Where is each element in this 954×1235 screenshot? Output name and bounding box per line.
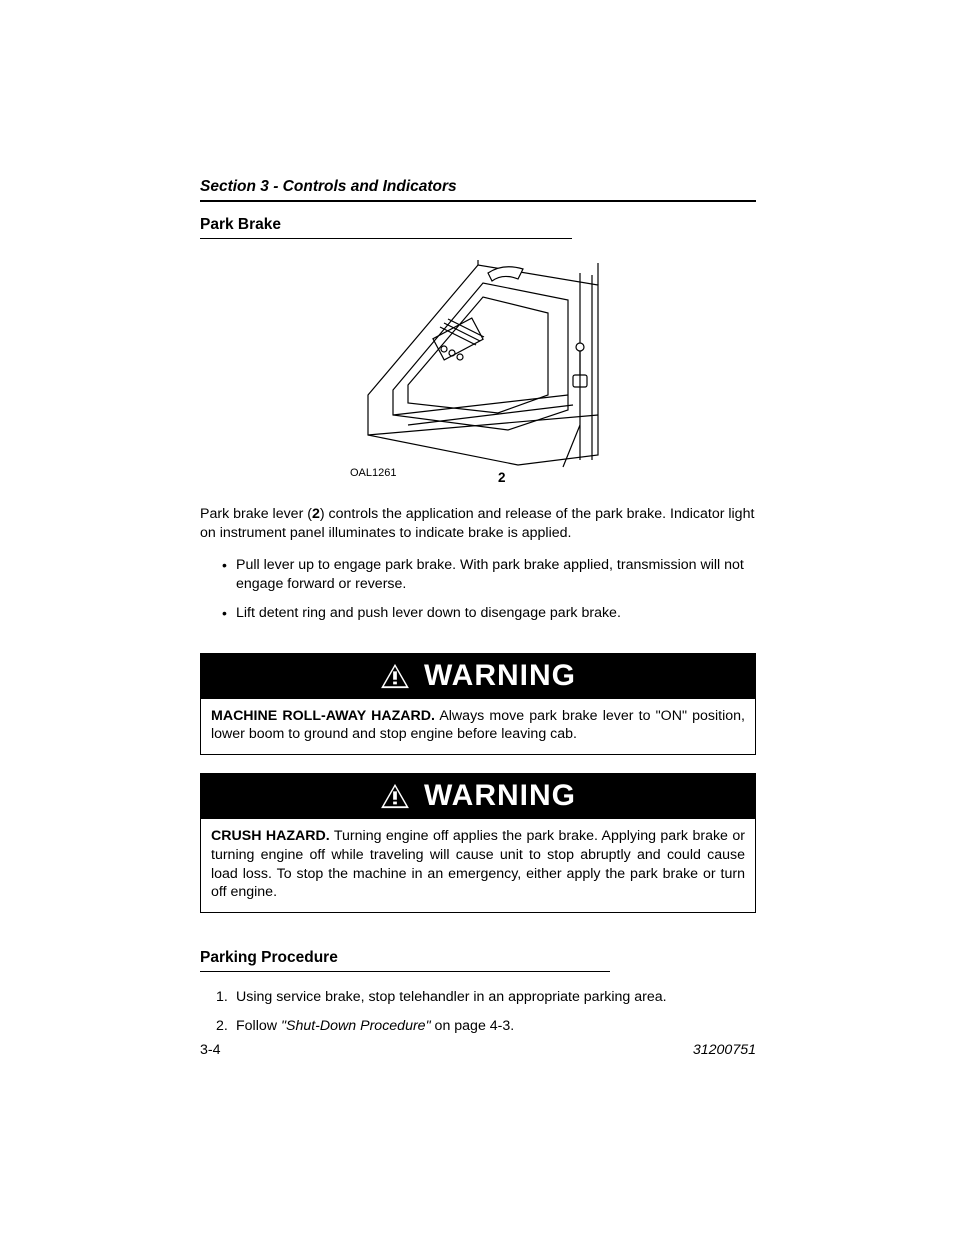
footer-page-number: 3-4 [200, 1042, 221, 1058]
warning-body: CRUSH HAZARD. Turning engine off applies… [201, 819, 755, 912]
park-brake-diagram [348, 255, 608, 475]
park-brake-heading: Park Brake [200, 216, 572, 239]
page-footer: 3-4 31200751 [200, 1042, 756, 1058]
warning-header: WARNING [201, 654, 755, 699]
footer-doc-number: 31200751 [693, 1042, 756, 1058]
parking-procedure-steps: Using service brake, stop telehandler in… [216, 988, 756, 1035]
page-content: Section 3 - Controls and Indicators Park… [200, 178, 756, 1046]
warning-label: WARNING [424, 779, 576, 813]
intro-text-before: Park brake lever ( [200, 506, 312, 522]
step-suffix: on page 4-3. [431, 1018, 515, 1034]
parking-procedure-heading: Parking Procedure [200, 949, 610, 972]
warning-header: WARNING [201, 774, 755, 819]
bullet-item: Lift detent ring and push lever down to … [222, 604, 756, 623]
warning-lead: CRUSH HAZARD. [211, 828, 330, 844]
step-reference: "Shut-Down Procedure" [281, 1018, 431, 1034]
park-brake-bullets: Pull lever up to engage park brake. With… [222, 556, 756, 622]
step-item: Follow "Shut-Down Procedure" on page 4-3… [216, 1017, 756, 1036]
step-prefix: Follow [236, 1018, 281, 1034]
figure-callout-2: 2 [498, 470, 506, 485]
warning-triangle-icon [380, 663, 410, 689]
warning-triangle-icon [380, 783, 410, 809]
warning-lead: MACHINE ROLL-AWAY HAZARD. [211, 708, 435, 724]
intro-callout-number: 2 [312, 506, 320, 522]
warning-label: WARNING [424, 659, 576, 693]
park-brake-figure: OAL1261 2 [200, 255, 756, 487]
bullet-item: Pull lever up to engage park brake. With… [222, 556, 756, 593]
park-brake-intro: Park brake lever (2) controls the applic… [200, 505, 756, 542]
warning-body: MACHINE ROLL-AWAY HAZARD. Always move pa… [201, 699, 755, 754]
step-item: Using service brake, stop telehandler in… [216, 988, 756, 1007]
section-title: Section 3 - Controls and Indicators [200, 178, 756, 202]
warning-box-rollaway: WARNING MACHINE ROLL-AWAY HAZARD. Always… [200, 653, 756, 755]
figure-ref-label: OAL1261 [350, 467, 396, 479]
warning-box-crush: WARNING CRUSH HAZARD. Turning engine off… [200, 773, 756, 913]
